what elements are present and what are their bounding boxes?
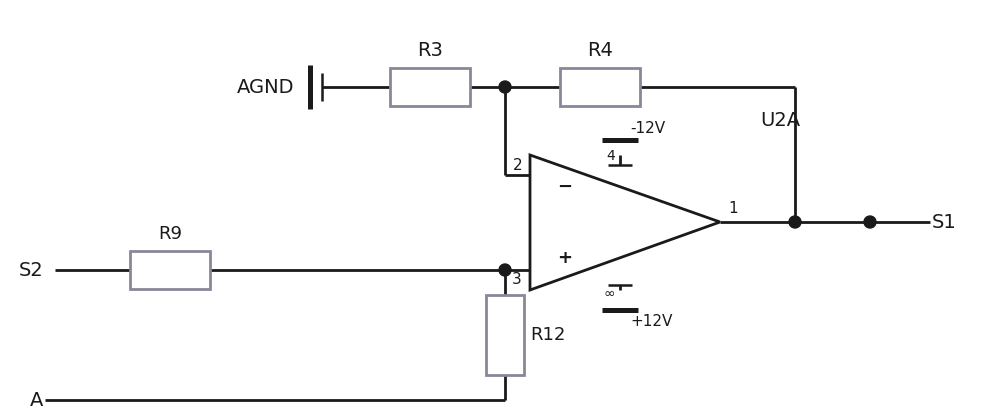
Bar xyxy=(486,295,524,375)
Text: +: + xyxy=(558,249,572,267)
Circle shape xyxy=(499,81,511,93)
Text: R4: R4 xyxy=(587,41,613,60)
Bar xyxy=(130,251,210,289)
Text: R9: R9 xyxy=(158,225,182,243)
Text: 2: 2 xyxy=(512,158,522,173)
Text: A: A xyxy=(30,390,43,409)
Circle shape xyxy=(864,216,876,228)
Text: R12: R12 xyxy=(530,326,565,344)
Text: 1: 1 xyxy=(728,201,738,216)
Circle shape xyxy=(499,264,511,276)
Text: AGND: AGND xyxy=(237,78,294,96)
Text: S2: S2 xyxy=(18,261,43,279)
Bar xyxy=(560,68,640,106)
Text: R3: R3 xyxy=(417,41,443,60)
Text: S1: S1 xyxy=(932,213,957,231)
Text: 4: 4 xyxy=(606,149,615,163)
Text: +12V: +12V xyxy=(630,314,672,329)
Text: 3: 3 xyxy=(512,272,522,287)
Text: -12V: -12V xyxy=(630,121,665,136)
Text: −: − xyxy=(557,178,573,196)
Circle shape xyxy=(789,216,801,228)
Text: U2A: U2A xyxy=(760,111,800,130)
Text: ∞: ∞ xyxy=(604,287,615,301)
Bar xyxy=(390,68,470,106)
